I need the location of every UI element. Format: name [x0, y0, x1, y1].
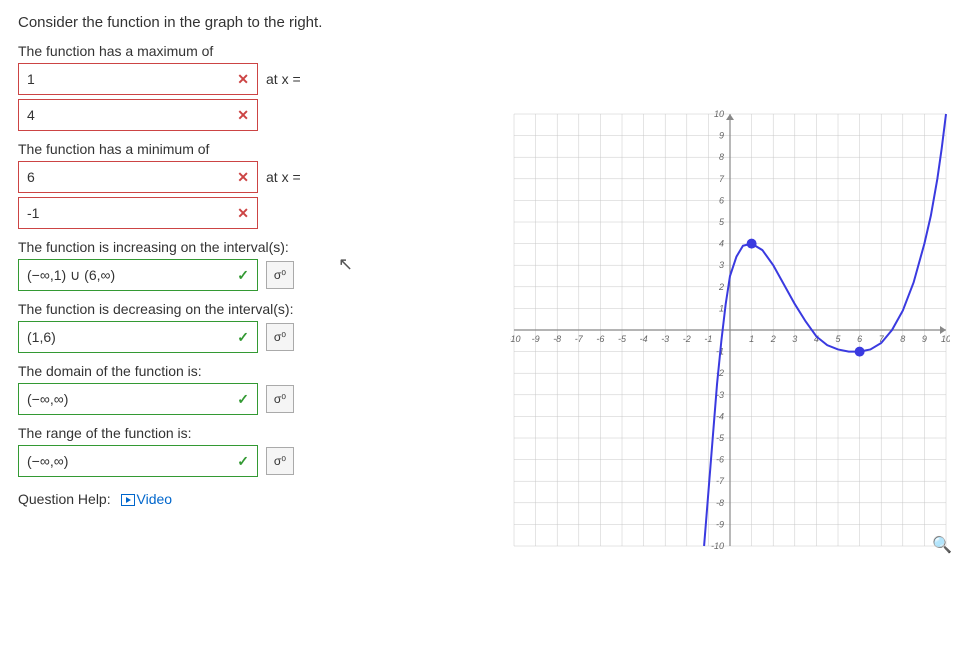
decreasing-value: (1,6): [27, 329, 56, 345]
check-icon: ✓: [237, 329, 249, 346]
at-x-label: at x =: [266, 71, 301, 87]
symbol-picker-button[interactable]: σ⁰: [266, 447, 294, 475]
min-label: The function has a minimum of: [18, 141, 488, 157]
svg-text:10: 10: [714, 110, 724, 119]
svg-text:3: 3: [719, 260, 724, 270]
svg-text:8: 8: [719, 152, 724, 162]
min-value: 6: [27, 169, 35, 185]
increasing-value: (−∞,1) ∪ (6,∞): [27, 267, 115, 284]
domain-input[interactable]: (−∞,∞) ✓: [18, 383, 258, 415]
min-x-value: -1: [27, 205, 39, 221]
svg-text:-10: -10: [711, 541, 724, 550]
help-label: Question Help:: [18, 491, 111, 507]
range-label: The range of the function is:: [18, 425, 488, 441]
svg-text:-5: -5: [716, 433, 725, 443]
svg-text:-8: -8: [553, 334, 561, 344]
wrong-icon: ✕: [237, 71, 249, 88]
svg-text:-7: -7: [575, 334, 584, 344]
svg-text:6: 6: [719, 195, 724, 205]
svg-text:5: 5: [835, 334, 841, 344]
wrong-icon: ✕: [237, 205, 249, 222]
max-x-input[interactable]: 4 ✕: [18, 99, 258, 131]
decreasing-input[interactable]: (1,6) ✓: [18, 321, 258, 353]
domain-label: The domain of the function is:: [18, 363, 488, 379]
check-icon: ✓: [237, 391, 249, 408]
video-link[interactable]: Video: [121, 491, 173, 507]
svg-text:-6: -6: [596, 334, 604, 344]
video-icon: [121, 494, 135, 506]
svg-text:10: 10: [941, 334, 950, 344]
svg-text:2: 2: [718, 282, 724, 292]
symbol-picker-button[interactable]: σ⁰: [266, 323, 294, 351]
domain-value: (−∞,∞): [27, 391, 68, 407]
min-x-input[interactable]: -1 ✕: [18, 197, 258, 229]
svg-text:-5: -5: [618, 334, 627, 344]
svg-text:9: 9: [719, 131, 724, 141]
increasing-input[interactable]: (−∞,1) ∪ (6,∞) ✓: [18, 259, 258, 291]
decreasing-label: The function is decreasing on the interv…: [18, 301, 488, 317]
svg-text:4: 4: [719, 239, 724, 249]
check-icon: ✓: [237, 453, 249, 470]
max-x-value: 4: [27, 107, 35, 123]
range-input[interactable]: (−∞,∞) ✓: [18, 445, 258, 477]
symbol-picker-button[interactable]: σ⁰: [266, 261, 294, 289]
check-icon: ✓: [237, 267, 249, 284]
svg-text:-9: -9: [716, 519, 724, 529]
svg-text:-9: -9: [532, 334, 540, 344]
svg-text:-4: -4: [640, 334, 648, 344]
svg-text:-1: -1: [704, 334, 712, 344]
at-x-label: at x =: [266, 169, 301, 185]
graph-container: -10-9-8-7-6-5-4-3-2-112345678910-10-9-8-…: [510, 110, 950, 553]
function-graph: -10-9-8-7-6-5-4-3-2-112345678910-10-9-8-…: [510, 110, 950, 550]
svg-text:8: 8: [900, 334, 905, 344]
video-text: Video: [137, 491, 173, 507]
svg-text:-7: -7: [716, 476, 725, 486]
max-value: 1: [27, 71, 35, 87]
cursor-icon: ↖: [338, 254, 353, 275]
increasing-label: The function is increasing on the interv…: [18, 239, 488, 255]
svg-text:-4: -4: [716, 411, 724, 421]
wrong-icon: ✕: [237, 107, 249, 124]
svg-text:9: 9: [922, 334, 927, 344]
svg-text:6: 6: [857, 334, 862, 344]
max-value-input[interactable]: 1 ✕: [18, 63, 258, 95]
svg-text:-6: -6: [716, 455, 724, 465]
svg-text:1: 1: [749, 334, 754, 344]
symbol-picker-button[interactable]: σ⁰: [266, 385, 294, 413]
question-text: Consider the function in the graph to th…: [18, 14, 488, 31]
range-value: (−∞,∞): [27, 453, 68, 469]
zoom-icon[interactable]: 🔍: [932, 535, 952, 555]
wrong-icon: ✕: [237, 169, 249, 186]
svg-text:-3: -3: [661, 334, 669, 344]
svg-text:-8: -8: [716, 498, 724, 508]
svg-text:3: 3: [792, 334, 797, 344]
svg-text:-2: -2: [683, 334, 691, 344]
svg-text:-10: -10: [510, 334, 521, 344]
svg-text:2: 2: [770, 334, 776, 344]
min-value-input[interactable]: 6 ✕: [18, 161, 258, 193]
max-label: The function has a maximum of: [18, 43, 488, 59]
svg-text:1: 1: [719, 303, 724, 313]
